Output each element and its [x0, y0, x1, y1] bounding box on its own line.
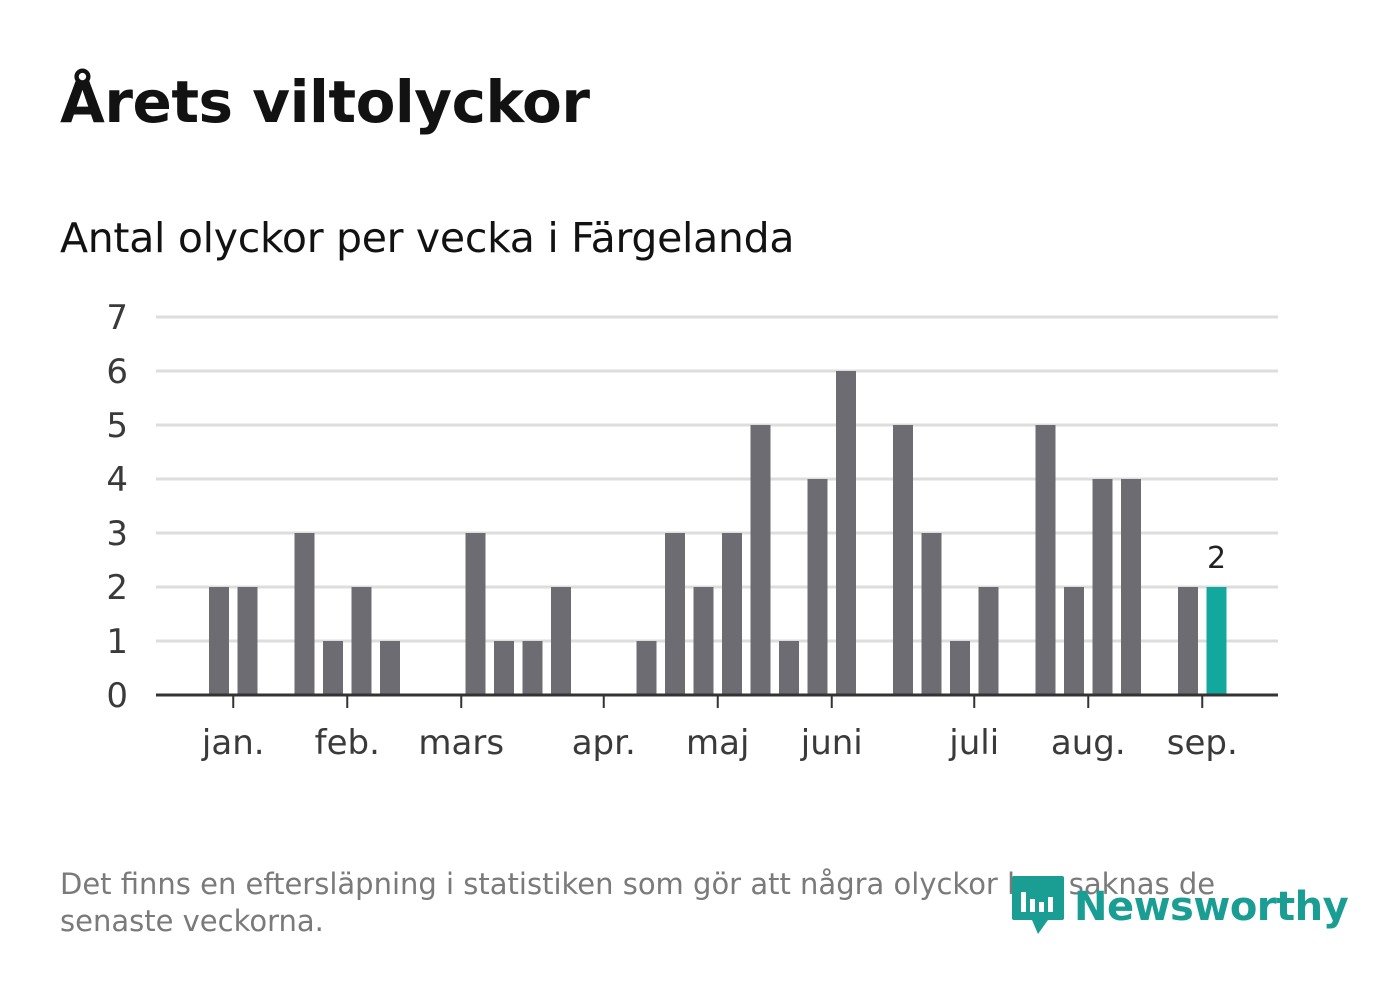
y-tick-label: 3: [106, 514, 128, 554]
bars: [209, 371, 1227, 695]
y-tick-label: 2: [106, 568, 128, 608]
x-tick-label: maj: [686, 723, 749, 763]
y-tick-label: 0: [106, 676, 128, 716]
bar: [494, 641, 514, 695]
bar: [1178, 587, 1198, 695]
bar: [323, 641, 343, 695]
bar: [551, 587, 571, 695]
x-tick-label: juli: [948, 723, 999, 763]
x-tick-label: jan.: [201, 723, 265, 763]
bar: [779, 641, 799, 695]
chart-subtitle: Antal olyckor per vecka i Färgelanda: [60, 214, 795, 262]
bar: [237, 587, 258, 695]
y-axis-ticks: 0 1 2 3 4 5 6 7: [106, 298, 128, 716]
y-tick-label: 4: [106, 460, 128, 500]
x-tick-label: sep.: [1167, 723, 1238, 763]
chart-title: Årets viltolyckor: [60, 68, 590, 136]
bar: [465, 533, 486, 695]
bar: [978, 587, 999, 695]
bar: [636, 641, 657, 695]
y-tick-label: 7: [106, 298, 128, 338]
x-axis-ticks: jan. feb. mars apr. maj juni juli aug. sep.: [156, 693, 1278, 763]
x-tick-label: mars: [418, 723, 504, 763]
y-tick-label: 5: [106, 406, 128, 446]
bar: [380, 641, 400, 695]
bar: [1035, 425, 1056, 695]
bar: [522, 641, 543, 695]
bar: [921, 533, 942, 695]
bar: [893, 425, 913, 695]
bar: [351, 587, 372, 695]
data-label: 2: [1207, 541, 1226, 576]
bar: [294, 533, 315, 695]
bar: [807, 479, 828, 695]
y-tick-label: 6: [106, 352, 128, 392]
newsworthy-logo-icon: [1012, 872, 1064, 942]
brand-name: Newsworthy: [1074, 884, 1349, 930]
bar: [1064, 587, 1084, 695]
bar: [1121, 479, 1141, 695]
bar: [209, 587, 229, 695]
x-tick-label: apr.: [572, 723, 636, 763]
data-labels: 2: [1207, 541, 1226, 576]
bar: [665, 533, 685, 695]
x-tick-label: feb.: [315, 723, 380, 763]
bar-highlight: [1206, 587, 1227, 695]
bar-chart: 0 1 2 3 4 5 6 7 jan. feb. mars apr. maj juni juli aug.…: [106, 298, 1278, 763]
bar: [1092, 479, 1113, 695]
bar: [950, 641, 970, 695]
bar: [693, 587, 714, 695]
y-tick-label: 1: [106, 622, 128, 662]
x-tick-label: juni: [800, 723, 863, 763]
x-tick-label: aug.: [1051, 723, 1126, 763]
bar: [836, 371, 856, 695]
brand-logo: Newsworthy: [1012, 872, 1349, 942]
bar: [722, 533, 742, 695]
bar: [750, 425, 771, 695]
